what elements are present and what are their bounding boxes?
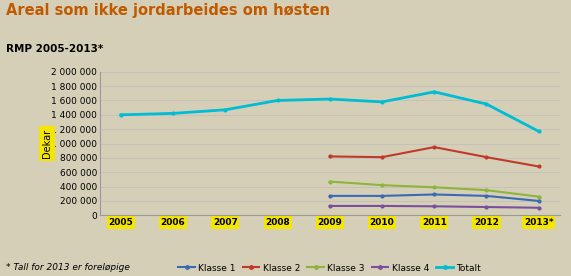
Text: Areal som ikke jordarbeides om høsten: Areal som ikke jordarbeides om høsten [6, 3, 329, 18]
Text: * Tall for 2013 er foreløpige: * Tall for 2013 er foreløpige [6, 263, 130, 272]
Text: Dekar: Dekar [42, 129, 52, 158]
Text: RMP 2005-2013*: RMP 2005-2013* [6, 44, 103, 54]
Legend: Klasse 1, Klasse 2, Klasse 3, Klasse 4, Totalt: Klasse 1, Klasse 2, Klasse 3, Klasse 4, … [175, 260, 485, 276]
